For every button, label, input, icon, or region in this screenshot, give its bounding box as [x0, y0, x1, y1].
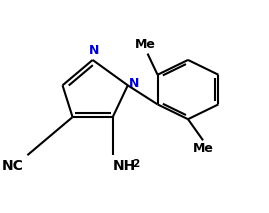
Text: NH: NH	[113, 159, 136, 173]
Text: Me: Me	[134, 39, 155, 52]
Text: 2: 2	[132, 159, 139, 169]
Text: Me: Me	[193, 142, 214, 155]
Text: NC: NC	[2, 159, 24, 173]
Text: N: N	[129, 77, 139, 90]
Text: N: N	[89, 44, 99, 57]
